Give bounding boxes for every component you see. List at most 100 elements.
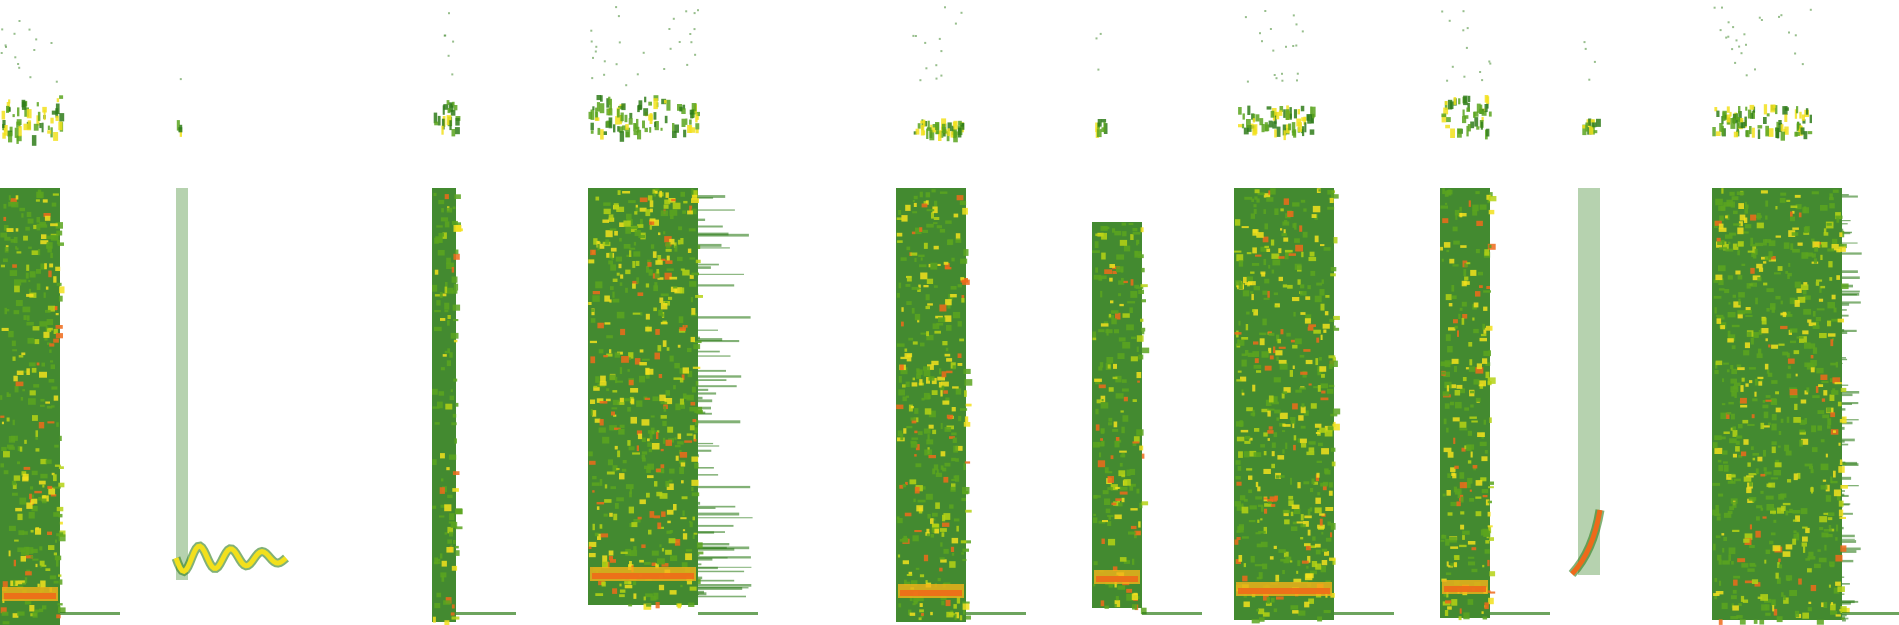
band-cell bbox=[911, 307, 915, 314]
band-cell bbox=[11, 480, 17, 486]
band-cell bbox=[1259, 617, 1265, 622]
band-cell bbox=[1461, 301, 1467, 307]
band-cell bbox=[1238, 524, 1244, 531]
band-cell bbox=[605, 239, 610, 245]
band-cell bbox=[1448, 189, 1452, 196]
speckle bbox=[1296, 79, 1298, 82]
band-cell bbox=[690, 401, 696, 406]
band-cell bbox=[444, 310, 449, 313]
harmonic-cell bbox=[654, 122, 657, 128]
band-cell bbox=[669, 209, 678, 216]
band-cell bbox=[656, 269, 660, 274]
band-cell bbox=[956, 597, 961, 604]
harmonic-cell bbox=[1101, 119, 1107, 123]
band-cell bbox=[1329, 197, 1334, 203]
band-cell bbox=[1755, 242, 1763, 247]
band-cell bbox=[1328, 355, 1336, 359]
band-cell bbox=[1713, 279, 1719, 283]
band-cell bbox=[604, 322, 611, 325]
band-cell bbox=[1093, 561, 1098, 566]
band-cell bbox=[1723, 512, 1732, 518]
band-cell bbox=[4, 247, 9, 253]
band-cell bbox=[1105, 508, 1111, 514]
band-cell bbox=[1138, 521, 1141, 528]
band-cell bbox=[1773, 470, 1781, 476]
band-cell bbox=[1716, 516, 1721, 521]
band-cell bbox=[597, 533, 602, 540]
band-cell bbox=[1443, 371, 1450, 378]
band-cell bbox=[1093, 274, 1102, 280]
band-cell bbox=[48, 270, 52, 278]
band-cell bbox=[1827, 517, 1833, 521]
band-cell bbox=[12, 613, 19, 618]
band-cell bbox=[1302, 231, 1308, 238]
band-cell bbox=[1246, 407, 1253, 412]
band-cell bbox=[919, 603, 923, 607]
band-cell bbox=[639, 559, 644, 563]
band-cell bbox=[1834, 382, 1842, 385]
band-cell bbox=[1744, 208, 1748, 214]
band-cell bbox=[1320, 383, 1328, 389]
band-cell bbox=[433, 561, 441, 564]
band-cell bbox=[1141, 299, 1146, 303]
band-cell bbox=[451, 267, 455, 273]
band-cell bbox=[1737, 250, 1740, 256]
band-cell bbox=[910, 417, 916, 421]
band-cell bbox=[1100, 600, 1105, 607]
band-cell bbox=[896, 343, 905, 347]
band-cell bbox=[53, 580, 59, 584]
band-cell bbox=[958, 415, 962, 422]
harmonic-cell bbox=[1095, 122, 1099, 133]
band-cell bbox=[453, 225, 462, 232]
band-cell bbox=[599, 381, 607, 386]
band-flare bbox=[698, 442, 714, 445]
band-cell bbox=[450, 544, 453, 547]
band-cell bbox=[599, 401, 608, 404]
band-cell bbox=[593, 387, 600, 391]
band-cell bbox=[1236, 481, 1242, 486]
band-cell bbox=[662, 437, 666, 444]
band-cell bbox=[1790, 340, 1797, 344]
band-cell bbox=[675, 455, 679, 461]
speckle bbox=[1292, 45, 1295, 47]
band-cell bbox=[1728, 241, 1731, 245]
band-cell bbox=[1732, 243, 1739, 250]
band-cell bbox=[13, 559, 16, 567]
harmonic-cell bbox=[679, 106, 683, 112]
band-cell bbox=[660, 303, 668, 310]
band-cell bbox=[636, 277, 640, 284]
band-cell bbox=[1743, 350, 1750, 356]
band-cell bbox=[913, 195, 918, 200]
harmonic-cell bbox=[450, 103, 454, 108]
band-cell bbox=[919, 609, 924, 613]
band-cell bbox=[49, 343, 55, 347]
band-cell bbox=[44, 335, 48, 341]
band-cell bbox=[30, 555, 34, 558]
band-cell bbox=[1325, 507, 1334, 511]
harmonic-cell bbox=[41, 122, 44, 133]
band-cell bbox=[1772, 545, 1781, 552]
harmonic-cell bbox=[660, 127, 663, 131]
band-cell bbox=[962, 558, 967, 562]
band-cell bbox=[659, 312, 662, 316]
band-cell bbox=[956, 195, 964, 201]
band-cell bbox=[1835, 614, 1841, 617]
band-cell bbox=[1101, 440, 1105, 447]
harmonic-cell bbox=[1470, 121, 1475, 129]
band-cell bbox=[451, 276, 458, 283]
band-cell bbox=[1749, 482, 1753, 487]
band-flare bbox=[1842, 329, 1857, 332]
band-cell bbox=[1321, 448, 1329, 455]
band-cell bbox=[452, 413, 457, 418]
band-cell bbox=[1253, 208, 1257, 214]
band-cell bbox=[647, 262, 652, 267]
band-cell bbox=[1130, 356, 1138, 362]
band-cell bbox=[1484, 549, 1490, 554]
harmonic-cell bbox=[643, 108, 649, 116]
band-cell bbox=[32, 611, 38, 618]
band-cell bbox=[602, 219, 609, 223]
band-cell bbox=[916, 369, 923, 375]
band-cell bbox=[1315, 432, 1321, 434]
band-cell bbox=[1769, 256, 1776, 260]
band-cell bbox=[1140, 607, 1147, 615]
